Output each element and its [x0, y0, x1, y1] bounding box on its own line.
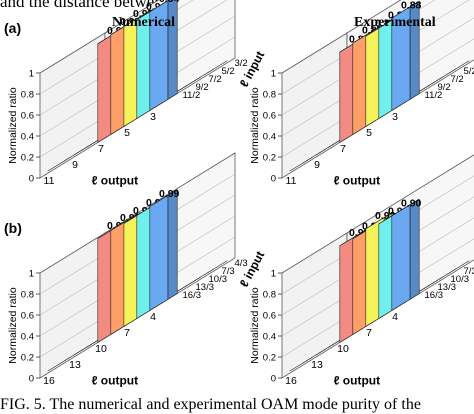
x-axis-label: ℓ output [334, 173, 381, 187]
z-tick-label: 5/2 [222, 66, 235, 77]
left-wall [282, 33, 347, 178]
y-tick-label: 0.4 [263, 332, 276, 343]
y-axis-label: Normalized ratio [7, 287, 19, 364]
y-tick-label: 0.4 [263, 132, 276, 143]
y-tick-label: 0.2 [263, 353, 276, 364]
panel-label: (b) [4, 220, 22, 236]
data-label: 0.94 [159, 0, 180, 5]
bar-side [410, 199, 419, 299]
x-tick-label: 4 [392, 311, 398, 323]
y-tick-label: 0 [29, 374, 34, 385]
panel-title: Numerical [112, 15, 175, 30]
x-tick-label: 4 [150, 311, 156, 323]
chart-panel-3: 0.990.990.980.980.9900.20.40.60.81Normal… [4, 153, 267, 387]
z-axis-label: ℓ input [237, 249, 267, 290]
bar-front [392, 205, 410, 311]
chart-panel-4: 0.920.910.930.900.9000.20.40.60.81Normal… [249, 153, 474, 387]
z-tick-label: 5/2 [464, 66, 474, 77]
x-tick-label: 3 [392, 111, 398, 123]
x-tick-label: 11 [286, 175, 297, 187]
z-tick-label: 9/2 [196, 82, 209, 93]
x-tick-label: 3 [150, 111, 156, 123]
x-tick-label: 16 [43, 375, 55, 387]
y-tick-label: 0.4 [21, 132, 34, 143]
x-tick-label: 13 [69, 359, 81, 371]
x-tick-label: 5 [124, 127, 130, 139]
x-tick-label: 5 [366, 127, 372, 139]
y-tick-label: 1 [29, 69, 34, 80]
left-wall [40, 233, 105, 378]
x-axis-label: ℓ output [92, 173, 139, 187]
left-wall [40, 33, 105, 178]
y-tick-label: 0.2 [263, 153, 276, 164]
z-tick-label: 9/2 [438, 82, 451, 93]
z-tick-label: 7/3 [464, 266, 474, 277]
data-label: 0.99 [159, 188, 180, 200]
caption-bottom: FIG. 5. The numerical and experimental O… [0, 396, 421, 414]
left-wall [282, 233, 347, 378]
y-tick-label: 1 [29, 269, 34, 280]
z-tick-label: 7/2 [209, 74, 222, 85]
y-tick-label: 1 [271, 69, 276, 80]
y-tick-label: 0 [29, 174, 34, 185]
x-axis-label: ℓ output [334, 373, 381, 387]
z-tick-label: 7/3 [222, 266, 235, 277]
y-axis-label: Normalized ratio [7, 87, 19, 164]
x-tick-label: 7 [124, 327, 130, 339]
y-tick-label: 0.6 [21, 311, 34, 322]
y-axis-label: Normalized ratio [249, 287, 261, 364]
z-axis-label: ℓ input [237, 49, 267, 90]
x-tick-label: 10 [95, 343, 107, 355]
y-tick-label: 0.6 [263, 311, 276, 322]
x-tick-label: 7 [340, 143, 346, 155]
y-tick-label: 1 [271, 269, 276, 280]
x-tick-label: 7 [366, 327, 372, 339]
y-tick-label: 0.6 [21, 111, 34, 122]
data-label: 0.88 [401, 0, 422, 11]
y-tick-label: 0.8 [263, 290, 276, 301]
y-tick-label: 0.8 [21, 290, 34, 301]
x-tick-label: 16 [285, 375, 297, 387]
chart-panel-2: 0.860.870.860.860.8800.20.40.60.81Normal… [249, 0, 474, 187]
y-tick-label: 0 [271, 174, 276, 185]
bar-front [150, 195, 168, 310]
panel-title: Experimental [354, 15, 436, 30]
x-tick-label: 10 [337, 343, 349, 355]
x-tick-label: 9 [314, 159, 320, 171]
y-tick-label: 0.6 [263, 111, 276, 122]
bar-side [168, 190, 177, 300]
y-tick-label: 0.2 [21, 353, 34, 364]
x-tick-label: 13 [311, 359, 323, 371]
y-tick-label: 0.8 [263, 90, 276, 101]
data-label: 0.90 [401, 197, 422, 209]
x-tick-label: 11 [44, 175, 55, 187]
y-tick-label: 0 [271, 374, 276, 385]
z-tick-label: 7/2 [451, 74, 464, 85]
x-axis-label: ℓ output [92, 373, 139, 387]
y-tick-label: 0.2 [21, 153, 34, 164]
y-axis-label: Normalized ratio [249, 87, 261, 164]
panel-label: (a) [4, 20, 21, 36]
x-tick-label: 7 [98, 143, 104, 155]
y-tick-label: 0.4 [21, 332, 34, 343]
x-tick-label: 9 [72, 159, 78, 171]
y-tick-label: 0.8 [21, 90, 34, 101]
